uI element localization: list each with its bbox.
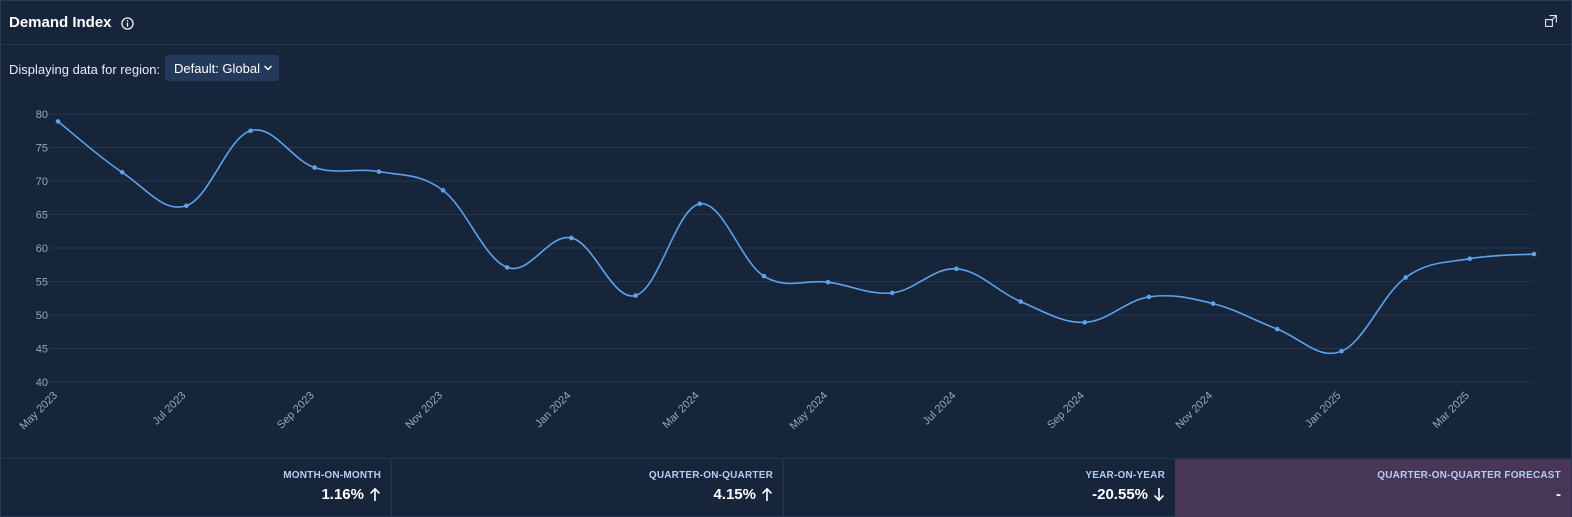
x-tick-label: Nov 2024 (1173, 390, 1215, 432)
data-point[interactable] (55, 119, 61, 124)
data-point[interactable] (1018, 299, 1023, 304)
stat-year-on-year: YEAR-ON-YEAR -20.55% (784, 459, 1175, 517)
x-tick-label: Sep 2024 (1045, 390, 1087, 432)
data-point[interactable] (184, 203, 189, 209)
data-point[interactable] (1275, 326, 1280, 332)
stat-value-row: -20.55% (1092, 486, 1165, 503)
stat-label: QUARTER-ON-QUARTER (648, 470, 773, 481)
arrow-down-icon (1153, 488, 1165, 502)
data-point[interactable] (954, 266, 959, 272)
stats-bar: MONTH-ON-MONTH 1.16% QUARTER-ON-QUARTER … (1, 458, 1571, 517)
x-tick-label: Jul 2023 (151, 390, 189, 428)
stat-month-on-month: MONTH-ON-MONTH 1.16% (1, 459, 392, 517)
data-point[interactable] (248, 128, 253, 134)
data-point[interactable] (633, 293, 638, 298)
y-tick-label: 50 (36, 310, 48, 322)
stat-label: MONTH-ON-MONTH (283, 470, 381, 481)
panel-header: Demand Index (1, 1, 1571, 45)
stat-value: - (1556, 486, 1561, 503)
y-tick-label: 55 (36, 277, 48, 289)
y-tick-label: 60 (36, 243, 48, 255)
info-icon[interactable] (121, 17, 134, 30)
x-tick-label: Nov 2023 (403, 390, 445, 432)
y-tick-label: 80 (36, 109, 48, 121)
region-label: Displaying data for region: (9, 62, 161, 77)
data-point[interactable] (1531, 251, 1537, 257)
data-point[interactable] (119, 169, 125, 175)
data-point[interactable] (504, 265, 510, 270)
stat-label: YEAR-ON-YEAR (1085, 470, 1165, 481)
data-point[interactable] (1403, 275, 1408, 280)
data-point[interactable] (889, 290, 895, 296)
x-tick-label: Mar 2025 (1431, 390, 1472, 431)
data-point[interactable] (825, 279, 831, 285)
stat-value-row: 4.15% (713, 486, 773, 503)
expand-icon[interactable] (1545, 15, 1557, 27)
y-axis-ticks: 80 75 70 65 60 55 50 45 40 (36, 109, 48, 389)
x-tick-label: Mar 2024 (661, 390, 702, 431)
arrow-up-icon (369, 487, 381, 501)
data-point[interactable] (761, 273, 767, 279)
data-point[interactable] (1146, 294, 1152, 300)
region-select[interactable]: Default: Global (165, 55, 279, 81)
stat-quarter-on-quarter-forecast: QUARTER-ON-QUARTER FORECAST - (1175, 459, 1571, 517)
y-tick-label: 40 (36, 377, 48, 389)
data-point[interactable] (569, 235, 574, 241)
data-point[interactable] (1467, 256, 1473, 262)
data-points (55, 119, 1537, 354)
stat-label: QUARTER-ON-QUARTER FORECAST (1377, 470, 1561, 481)
x-tick-label: May 2023 (17, 390, 60, 433)
y-tick-label: 75 (36, 143, 48, 155)
chevron-down-icon (264, 65, 272, 71)
data-point[interactable] (1082, 320, 1088, 325)
x-tick-label: May 2024 (788, 390, 831, 433)
arrow-up-icon (761, 487, 773, 501)
x-tick-label: Jul 2024 (921, 390, 959, 428)
y-tick-label: 45 (36, 344, 48, 356)
stat-value-row: 1.16% (321, 486, 381, 503)
x-axis-ticks: May 2023 Jul 2023 Sep 2023 Nov 2023 Jan 2024… (17, 390, 1471, 433)
stat-value: 4.15% (713, 486, 756, 503)
data-point[interactable] (440, 188, 446, 193)
x-tick-label: Jan 2025 (1303, 390, 1343, 430)
panel-title: Demand Index (9, 14, 112, 31)
y-tick-label: 65 (36, 210, 48, 222)
stat-quarter-on-quarter: QUARTER-ON-QUARTER 4.15% (392, 459, 784, 517)
region-select-value: Default: Global (174, 61, 260, 76)
data-point[interactable] (312, 165, 317, 170)
stat-value-row: - (1556, 486, 1561, 503)
data-point[interactable] (1339, 348, 1344, 354)
x-tick-label: Sep 2023 (275, 390, 317, 432)
y-tick-label: 70 (36, 176, 48, 188)
data-point[interactable] (376, 169, 382, 174)
data-point[interactable] (1210, 301, 1216, 306)
data-point[interactable] (697, 201, 703, 207)
stat-value: -20.55% (1092, 486, 1148, 503)
x-tick-label: Jan 2024 (533, 390, 573, 430)
grid-lines (49, 113, 1534, 383)
series-line (57, 120, 1535, 354)
stat-value: 1.16% (321, 486, 364, 503)
demand-line-chart: 80 75 70 65 60 55 50 45 40 May 2023 Jul 2023 Sep 2… (17, 109, 1537, 433)
